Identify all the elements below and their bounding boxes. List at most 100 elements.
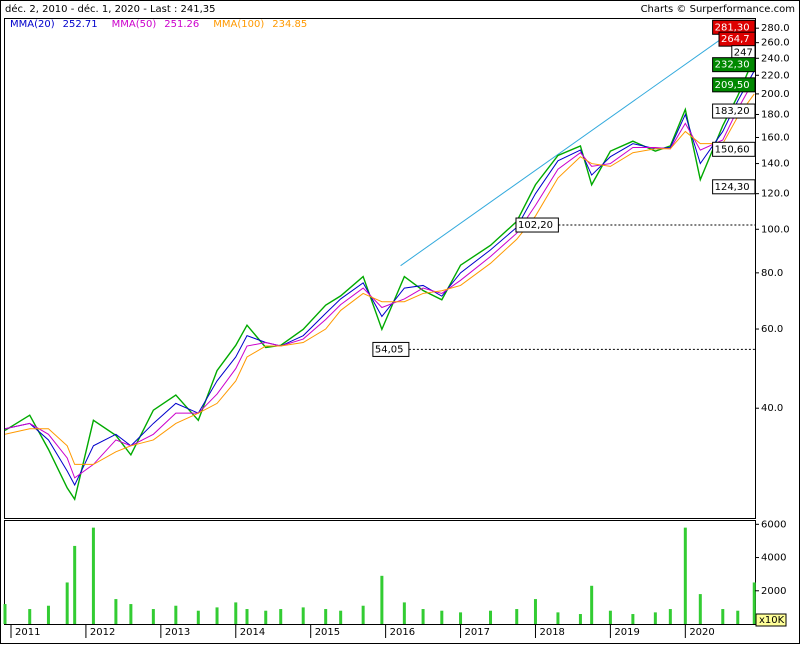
volume-bar (721, 609, 725, 624)
annotation-label: 124,30 (715, 182, 750, 193)
x-tick-label: 2013 (165, 627, 190, 638)
x-tick-label: 2011 (15, 627, 40, 638)
annotation-box (712, 103, 756, 119)
volume-bar (421, 609, 425, 624)
y-tick-label: 60.0 (761, 324, 783, 335)
volume-bar (174, 605, 178, 624)
annotation-label: 264,7 (721, 34, 750, 45)
x-tick-label: 2017 (465, 627, 490, 638)
volume-bar (361, 605, 365, 624)
y-tick-label: 140.0 (761, 159, 790, 170)
volume-bar (324, 609, 328, 624)
volume-bar (28, 609, 32, 624)
y-tick-label: 220.0 (761, 70, 790, 81)
volume-bar (73, 545, 77, 624)
price-line (4, 93, 755, 465)
volume-bar (440, 610, 444, 624)
volume-bar (380, 575, 384, 624)
x-tick-label: 2020 (689, 627, 714, 638)
legend-value: 234.85 (272, 19, 307, 30)
x-tick-label: 2016 (390, 627, 415, 638)
volume-bar (668, 609, 672, 624)
y-tick-label: 160.0 (761, 132, 790, 143)
legend-name: MMA(20) (10, 19, 55, 30)
annotation-label: 102,20 (518, 220, 553, 231)
volume-bar (196, 610, 200, 624)
y2-tick-label: 4000 (761, 553, 786, 564)
annotation-label: 281,30 (715, 22, 750, 33)
volume-bar (631, 614, 635, 624)
volume-bar (65, 582, 69, 624)
y-tick-label: 40.0 (761, 403, 783, 414)
price-panel (4, 18, 756, 519)
annotation-box (712, 77, 756, 93)
x-tick-label: 2018 (539, 627, 564, 638)
volume-bar (489, 610, 493, 624)
annotation-label: 209,50 (715, 80, 750, 91)
volume-bar (234, 602, 238, 624)
annotation-label: 150,60 (715, 144, 750, 155)
y-tick-label: 120.0 (761, 189, 790, 200)
volume-bar (402, 602, 406, 624)
legend-name: MMA(50) (112, 19, 157, 30)
volume-bar (245, 609, 249, 624)
annotation-label: 232,30 (715, 60, 750, 71)
header-range: déc. 2, 2010 - déc. 1, 2020 - Last : 241… (5, 3, 216, 15)
y-tick-label: 200.0 (761, 89, 790, 100)
annotation-label: 183,20 (715, 106, 750, 117)
x-tick-label: 2014 (240, 627, 265, 638)
annotation-box (372, 341, 410, 357)
x-tick-label: 2019 (614, 627, 639, 638)
annotation-box (712, 141, 756, 157)
annotation-label: 54,05 (375, 344, 404, 355)
unit-box (755, 613, 787, 627)
volume-bar (515, 609, 519, 624)
volume-bar (683, 527, 687, 624)
volume-panel (4, 520, 756, 625)
y-tick-label: 80.0 (761, 268, 783, 279)
y-tick-label: 240.0 (761, 53, 790, 64)
y2-tick-label: 2000 (761, 586, 786, 597)
volume-bar (3, 604, 7, 624)
annotation-box (712, 179, 756, 195)
volume-bar (533, 599, 537, 624)
volume-bar (653, 612, 657, 624)
x-tick-label: 2012 (90, 627, 115, 638)
volume-bar (556, 612, 560, 624)
trendline (400, 26, 739, 267)
volume-bar (279, 609, 283, 624)
y2-tick-label: 6000 (761, 519, 786, 530)
volume-bar (301, 607, 305, 624)
volume-bar (151, 609, 155, 624)
volume-bar (590, 585, 594, 624)
volume-bar (608, 610, 612, 624)
annotation-box (515, 217, 559, 233)
y-tick-label: 180.0 (761, 109, 790, 120)
legend-value: 251.26 (164, 19, 199, 30)
x-tick-label: 2015 (315, 627, 340, 638)
volume-bar (339, 610, 343, 624)
price-line (4, 70, 755, 487)
header-credit: Charts © Surperformance.com (641, 4, 795, 15)
volume-bar (114, 599, 118, 624)
y-tick-label: 100.0 (761, 224, 790, 235)
legend-value: 252.71 (63, 19, 98, 30)
y-tick-label: 280.0 (761, 23, 790, 34)
unit-label: x10K (759, 615, 785, 626)
volume-bar (264, 610, 268, 624)
annotation-box (712, 57, 756, 73)
legend-name: MMA(100) (213, 19, 264, 30)
volume-bar (215, 607, 219, 624)
annotation-label: 247 (734, 48, 753, 59)
volume-bar (91, 527, 95, 624)
volume-bar (129, 604, 133, 624)
y-tick-label: 260.0 (761, 38, 790, 49)
volume-bar (698, 594, 702, 624)
volume-bar (578, 614, 582, 624)
volume-bar (459, 612, 463, 624)
volume-bar (736, 610, 740, 624)
volume-bar (46, 605, 50, 624)
volume-bar (752, 582, 756, 624)
